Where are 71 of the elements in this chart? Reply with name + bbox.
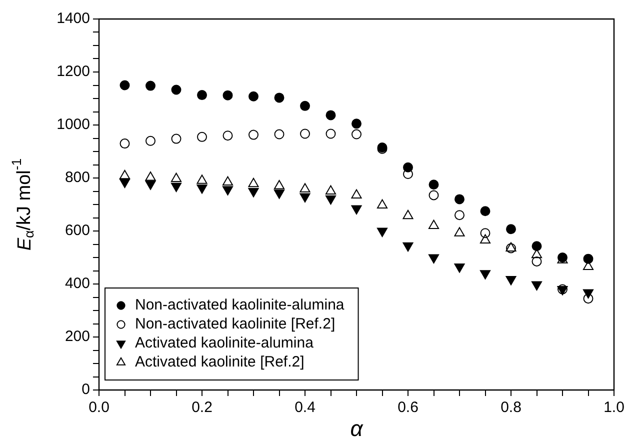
point: [222, 186, 234, 196]
point: [274, 129, 284, 140]
y-tick-label: 600: [64, 222, 90, 240]
point: [402, 242, 414, 252]
point: [171, 84, 182, 95]
point: [583, 294, 594, 304]
y-tick-label: 800: [64, 169, 90, 186]
point: [248, 130, 258, 140]
y-axis-title: Eα/kJ mol-1: [9, 158, 36, 251]
point: [146, 136, 156, 146]
point: [120, 80, 130, 90]
point: [506, 224, 516, 234]
point: [376, 228, 388, 237]
y-tick-label: 1000: [56, 116, 90, 134]
point: [222, 90, 233, 100]
point: [352, 118, 362, 129]
y-tick-label: 1400: [56, 10, 90, 28]
point: [145, 180, 156, 190]
point: [326, 128, 336, 139]
point: [352, 129, 362, 140]
point: [454, 210, 464, 220]
point: [480, 270, 491, 280]
point: [274, 92, 284, 103]
point: [582, 289, 594, 298]
point: [196, 184, 208, 194]
y-tick-label: 0: [82, 381, 90, 398]
point: [197, 90, 207, 100]
point: [506, 243, 516, 254]
point: [480, 206, 490, 216]
point: [506, 276, 516, 286]
point: [325, 195, 336, 205]
point: [274, 190, 285, 199]
point: [300, 193, 310, 203]
legend-label: Non-activated kaolinite-alumina: [135, 296, 345, 314]
point: [583, 254, 594, 264]
legend-label: Activated kaolinite [Ref.2]: [135, 354, 304, 371]
y-tick-label: 200: [64, 328, 90, 346]
point: [326, 110, 336, 120]
point: [171, 134, 182, 144]
point: [248, 188, 259, 198]
point: [532, 241, 542, 252]
point: [248, 91, 258, 102]
point: [532, 256, 542, 266]
y-tick-label: 400: [64, 275, 90, 292]
point: [454, 264, 465, 273]
point: [403, 169, 413, 180]
legend-label: Activated kaolinite-alumina: [135, 334, 314, 352]
x-tick-label: 0.0: [88, 399, 110, 416]
x-axis-title: α: [350, 416, 364, 442]
point: [119, 178, 130, 188]
point: [300, 128, 310, 139]
x-tick-label: 0.8: [500, 399, 522, 416]
x-tick-label: 0.6: [398, 399, 418, 416]
y-tick-label: 1200: [56, 63, 90, 80]
point: [428, 190, 439, 200]
x-tick-label: 0.4: [294, 399, 316, 416]
point: [146, 80, 156, 91]
legend-label: Non-activated kaolinite [Ref.2]: [135, 316, 336, 333]
point: [428, 180, 439, 190]
x-tick-label: 1.0: [604, 399, 624, 416]
point: [351, 205, 362, 214]
x-tick-label: 0.2: [192, 399, 212, 416]
point: [222, 130, 233, 141]
point: [480, 228, 490, 238]
point: [300, 100, 310, 111]
point: [428, 254, 440, 264]
point: [454, 194, 464, 204]
point: [120, 138, 130, 149]
point: [197, 132, 207, 142]
point: [170, 182, 182, 192]
point: [531, 281, 542, 291]
